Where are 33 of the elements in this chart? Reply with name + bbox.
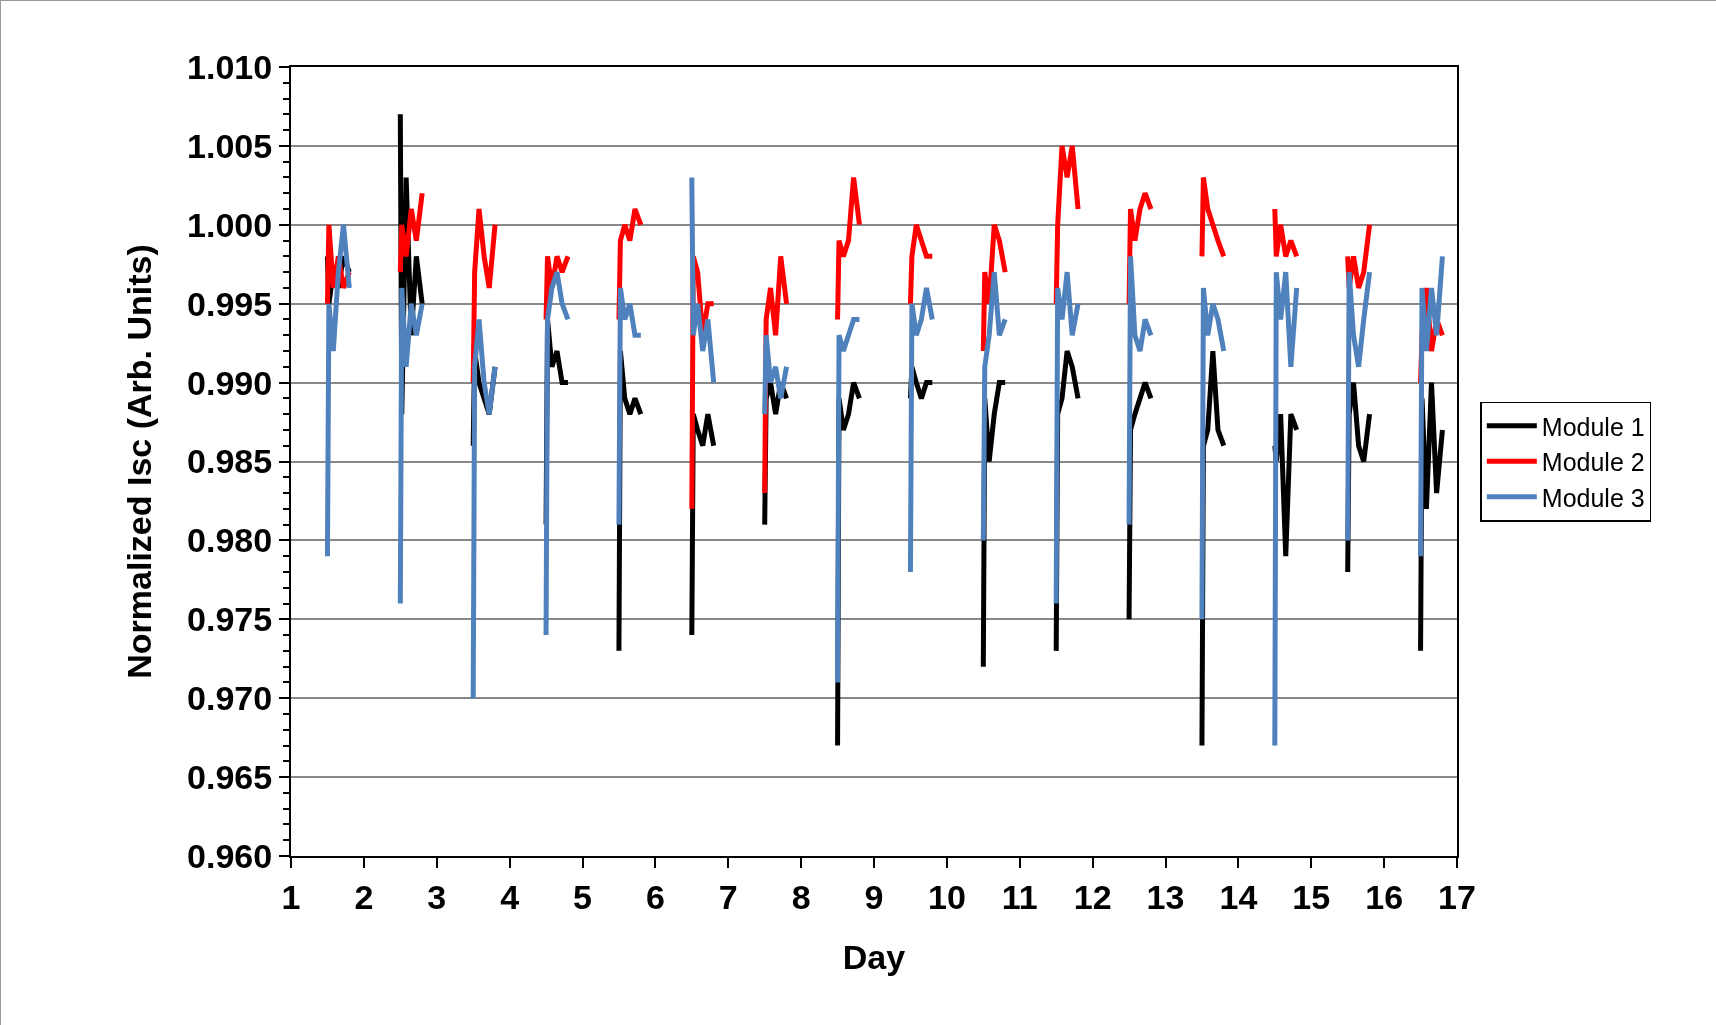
x-tick-label: 7: [718, 877, 738, 916]
y-tick-label: 0.995: [187, 284, 273, 323]
x-tick-label: 8: [791, 877, 811, 916]
y-tick-label: 0.975: [187, 600, 273, 639]
legend-label: Module 3: [1541, 483, 1645, 512]
x-tick-label: 2: [354, 877, 374, 916]
x-tick-label: 6: [645, 877, 665, 916]
x-tick-label: 16: [1365, 877, 1404, 916]
x-tick-label: 13: [1146, 877, 1185, 916]
x-tick-label: 5: [573, 877, 592, 916]
x-tick-label: 9: [864, 877, 884, 916]
y-tick-label: 0.985: [187, 442, 273, 481]
x-tick-label: 15: [1292, 877, 1331, 916]
y-tick-label: 1.005: [187, 126, 273, 165]
x-tick-label: 12: [1073, 877, 1112, 916]
y-axis-title: Normalized Isc (Arb. Units): [120, 244, 159, 679]
x-tick-label: 3: [427, 877, 447, 916]
x-tick-label: 11: [1001, 877, 1038, 916]
y-tick-label: 1.010: [187, 47, 273, 86]
y-tick-label: 0.970: [187, 679, 273, 718]
legend-label: Module 2: [1541, 448, 1645, 476]
x-axis-title: Day: [842, 937, 906, 976]
y-tick-label: 0.990: [187, 363, 273, 402]
legend-label: Module 1: [1541, 412, 1645, 441]
x-tick-label: 4: [500, 877, 520, 916]
y-tick-label: 0.960: [187, 836, 273, 875]
y-tick-label: 1.000: [187, 205, 273, 244]
x-tick-label: 17: [1438, 877, 1476, 916]
y-tick-label: 0.965: [187, 758, 273, 796]
y-tick-label: 0.980: [187, 521, 273, 560]
x-tick-label: 1: [281, 877, 301, 916]
x-tick-label: 10: [927, 877, 966, 916]
x-tick-label: 14: [1219, 877, 1258, 916]
